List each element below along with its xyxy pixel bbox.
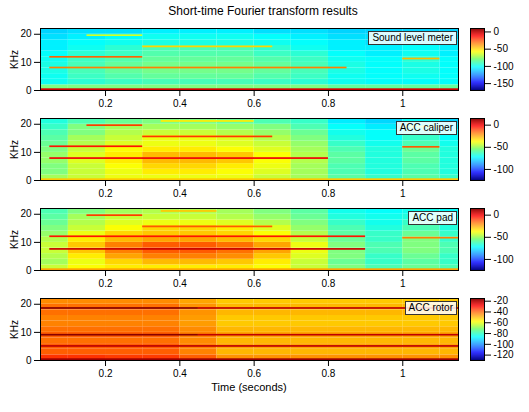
svg-text:-150: -150 [494,78,514,89]
svg-text:-50: -50 [494,231,509,242]
html-text:Time (seconds): Time (seconds) [211,381,287,393]
svg-text:-100: -100 [494,339,514,350]
svg-text:0.2: 0.2 [99,188,113,199]
html-text:ACC pad: ACC pad [412,212,453,223]
svg-text:KHz: KHz [9,50,20,69]
svg-text:-40: -40 [494,306,509,317]
svg-text:0.2: 0.2 [99,98,113,109]
svg-text:-120: -120 [494,349,514,360]
svg-text:-100: -100 [494,61,514,72]
svg-text:0.4: 0.4 [173,188,187,199]
svg-text:20: 20 [20,208,32,219]
svg-text:0: 0 [494,209,500,220]
svg-text:KHz: KHz [9,140,20,159]
svg-text:0.6: 0.6 [247,368,261,379]
svg-text:0.6: 0.6 [247,278,261,289]
svg-text:1: 1 [400,98,406,109]
html-text:ACC rotor: ACC rotor [408,302,453,313]
svg-text:10: 10 [20,237,32,248]
svg-text:10: 10 [20,57,32,68]
svg-text:-80: -80 [494,328,509,339]
html-text:Short-time Fourier transform r: Short-time Fourier transform results [168,4,358,18]
svg-text:0.2: 0.2 [99,368,113,379]
svg-text:-100: -100 [494,254,514,265]
html-text:Sound level meter: Sound level meter [372,32,453,43]
svg-text:0.6: 0.6 [247,98,261,109]
html-text:ACC caliper: ACC caliper [399,122,453,133]
svg-text:0.8: 0.8 [322,278,336,289]
svg-text:0.2: 0.2 [99,278,113,289]
svg-text:KHz: KHz [9,320,20,339]
svg-text:0.8: 0.8 [322,98,336,109]
svg-text:-60: -60 [494,317,509,328]
svg-text:-50: -50 [494,43,509,54]
svg-text:10: 10 [20,147,32,158]
svg-text:0.8: 0.8 [322,188,336,199]
svg-text:20: 20 [20,118,32,129]
svg-text:0.4: 0.4 [173,278,187,289]
svg-text:0: 0 [26,175,32,186]
svg-text:-50: -50 [494,141,509,152]
svg-text:0: 0 [26,265,32,276]
svg-text:-100: -100 [494,164,514,175]
svg-text:-20: -20 [494,295,509,306]
svg-text:0.4: 0.4 [173,98,187,109]
svg-text:1: 1 [400,278,406,289]
svg-text:0: 0 [494,26,500,37]
svg-text:0.4: 0.4 [173,368,187,379]
svg-text:KHz: KHz [9,230,20,249]
svg-text:20: 20 [20,298,32,309]
svg-text:20: 20 [20,28,32,39]
svg-text:0: 0 [494,119,500,130]
svg-text:1: 1 [400,368,406,379]
svg-text:0: 0 [26,355,32,366]
svg-text:0.6: 0.6 [247,188,261,199]
svg-text:10: 10 [20,327,32,338]
svg-text:0.8: 0.8 [322,368,336,379]
svg-text:1: 1 [400,188,406,199]
svg-text:0: 0 [26,85,32,96]
